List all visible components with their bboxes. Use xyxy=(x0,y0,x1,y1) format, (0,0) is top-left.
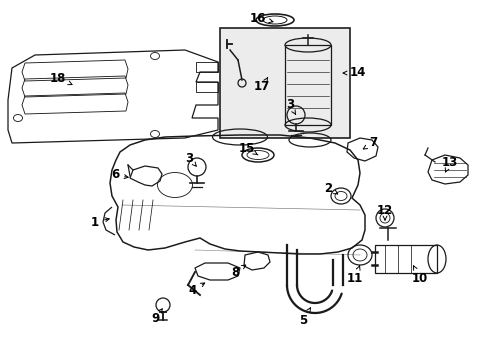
Text: 13: 13 xyxy=(441,156,457,172)
Text: 4: 4 xyxy=(188,283,204,297)
Text: 14: 14 xyxy=(343,67,366,80)
Text: 8: 8 xyxy=(230,265,245,279)
Text: 7: 7 xyxy=(363,136,376,149)
Text: 11: 11 xyxy=(346,266,363,284)
Text: 17: 17 xyxy=(253,78,269,94)
Bar xyxy=(374,245,436,273)
Text: 1: 1 xyxy=(91,216,109,229)
Bar xyxy=(220,28,349,138)
Text: 5: 5 xyxy=(298,308,310,327)
Text: 6: 6 xyxy=(111,168,128,181)
Text: 3: 3 xyxy=(285,99,295,114)
Text: 15: 15 xyxy=(238,141,258,155)
Text: 9: 9 xyxy=(151,309,162,324)
Text: 2: 2 xyxy=(323,181,337,194)
Text: 12: 12 xyxy=(376,203,392,220)
Text: 10: 10 xyxy=(411,266,427,284)
Text: 18: 18 xyxy=(50,72,72,85)
Bar xyxy=(285,45,330,125)
Text: 3: 3 xyxy=(184,152,196,166)
Text: 16: 16 xyxy=(249,12,272,24)
